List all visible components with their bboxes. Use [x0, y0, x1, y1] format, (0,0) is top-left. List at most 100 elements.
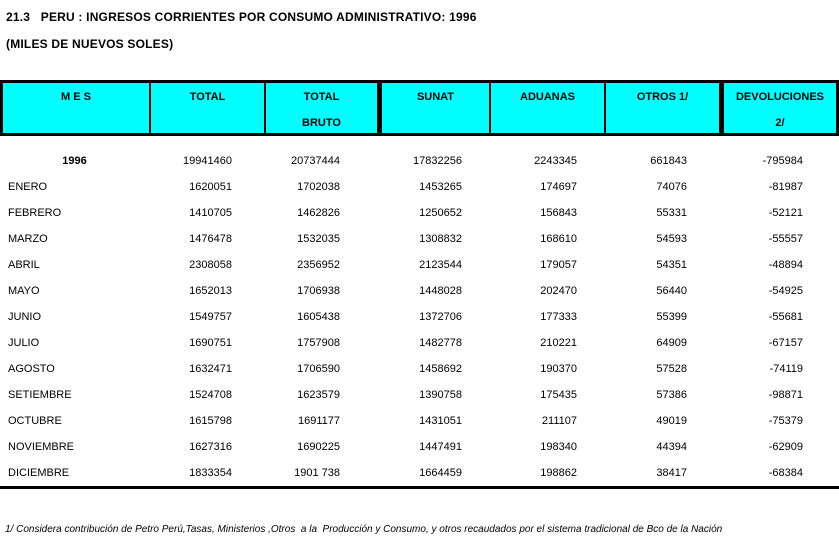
cell-devoluciones: -67157 — [768, 337, 803, 349]
cell-month: ABRIL — [8, 259, 40, 271]
cell-month: MARZO — [8, 233, 48, 245]
cell-total: 1524708 — [189, 389, 232, 401]
cell-sunat: 1664459 — [419, 467, 462, 479]
cell-aduanas: 190370 — [540, 363, 577, 375]
column-header-mes: M E S — [61, 91, 91, 103]
cell-aduanas: 211107 — [541, 415, 577, 427]
cell-otros: 49019 — [656, 415, 687, 427]
cell-aduanas: 156843 — [540, 207, 577, 219]
table-row: MAYO 1652013 1706938 1448028 202470 5644… — [0, 278, 839, 304]
cell-aduanas: 198340 — [540, 441, 577, 453]
cell-sunat: 1431051 — [419, 415, 462, 427]
cell-sunat: 1448028 — [419, 285, 462, 297]
table-row: JUNIO 1549757 1605438 1372706 177333 553… — [0, 304, 839, 330]
table-row: AGOSTO 1632471 1706590 1458692 190370 57… — [0, 356, 839, 382]
column-header-aduanas: ADUANAS — [489, 83, 604, 133]
cell-total-bruto: 20737444 — [291, 155, 340, 167]
cell-sunat: 1458692 — [419, 363, 462, 375]
cell-month: FEBRERO — [8, 207, 62, 219]
cell-total: 1620051 — [189, 181, 232, 193]
cell-aduanas: 198862 — [540, 467, 577, 479]
cell-total: 1627316 — [189, 441, 232, 453]
cell-month: AGOSTO — [8, 363, 55, 375]
cell-devoluciones: -48894 — [768, 259, 803, 271]
cell-month: JUNIO — [8, 311, 41, 323]
cell-total-bruto: 1706938 — [297, 285, 340, 297]
cell-month: ENERO — [8, 181, 48, 193]
cell-total: 19941460 — [183, 155, 232, 167]
cell-otros: 64909 — [656, 337, 687, 349]
table-row: OCTUBRE 1615798 1691177 1431051 211107 4… — [0, 408, 839, 434]
cell-devoluciones: -795984 — [762, 155, 803, 167]
cell-total: 2308058 — [189, 259, 232, 271]
cell-otros: 54593 — [656, 233, 687, 245]
cell-total-bruto: 1623579 — [297, 389, 340, 401]
cell-sunat: 1447491 — [419, 441, 462, 453]
cell-devoluciones: -75379 — [768, 415, 803, 427]
cell-month: OCTUBRE — [8, 415, 62, 427]
cell-aduanas: 175435 — [540, 389, 577, 401]
cell-month: NOVIEMBRE — [8, 441, 75, 453]
cell-total: 1833354 — [189, 467, 232, 479]
cell-otros: 56440 — [656, 285, 687, 297]
cell-total: 1476478 — [189, 233, 232, 245]
cell-devoluciones: -98871 — [768, 389, 803, 401]
table-row: SETIEMBRE 1524708 1623579 1390758 175435… — [0, 382, 839, 408]
table-row: FEBRERO 1410705 1462826 1250652 156843 5… — [0, 200, 839, 226]
cell-total-bruto: 1702038 — [297, 181, 340, 193]
cell-devoluciones: -52121 — [768, 207, 803, 219]
cell-aduanas: 174697 — [540, 181, 577, 193]
cell-otros: 55331 — [656, 207, 687, 219]
column-header-otros: OTROS 1/ — [604, 83, 719, 133]
column-header-total: TOTAL — [149, 83, 264, 133]
table-row: NOVIEMBRE 1627316 1690225 1447491 198340… — [0, 434, 839, 460]
cell-sunat: 1250652 — [419, 207, 462, 219]
summary-row: 1996 19941460 20737444 17832256 2243345 … — [0, 148, 839, 174]
cell-devoluciones: -68384 — [768, 467, 803, 479]
table-row: ABRIL 2308058 2356952 2123544 179057 543… — [0, 252, 839, 278]
cell-devoluciones: -74119 — [769, 363, 803, 375]
cell-total-bruto: 1901 738 — [294, 467, 340, 479]
column-header-total-bruto: TOTAL BRUTO — [264, 83, 377, 133]
cell-total-bruto: 1532035 — [297, 233, 340, 245]
table-row: JULIO 1690751 1757908 1482778 210221 649… — [0, 330, 839, 356]
cell-total: 1652013 — [189, 285, 232, 297]
cell-otros: 54351 — [656, 259, 687, 271]
page-title: 21.3 PERU : INGRESOS CORRIENTES POR CONS… — [6, 10, 477, 24]
cell-devoluciones: -55681 — [768, 311, 803, 323]
cell-total-bruto: 1690225 — [297, 441, 340, 453]
cell-year: 1996 — [62, 155, 87, 167]
cell-sunat: 2123544 — [419, 259, 462, 271]
cell-total: 1690751 — [189, 337, 232, 349]
cell-sunat: 1308832 — [419, 233, 462, 245]
cell-total: 1410705 — [189, 207, 232, 219]
footnote-1: 1/ Considera contribución de Petro Perú,… — [5, 524, 723, 535]
cell-devoluciones: -55557 — [768, 233, 803, 245]
table-header: M E S TOTAL TOTAL BRUTO SUNAT ADUANAS OT… — [0, 80, 839, 136]
cell-total: 1549757 — [189, 311, 232, 323]
cell-sunat: 1390758 — [419, 389, 462, 401]
footnotes: 1/ Considera contribución de Petro Perú,… — [5, 490, 835, 541]
cell-devoluciones: -54925 — [768, 285, 803, 297]
cell-devoluciones: -81987 — [768, 181, 803, 193]
cell-month: SETIEMBRE — [8, 389, 72, 401]
cell-devoluciones: -62909 — [768, 441, 803, 453]
cell-aduanas: 202470 — [540, 285, 577, 297]
cell-aduanas: 179057 — [540, 259, 577, 271]
cell-total: 1632471 — [189, 363, 232, 375]
cell-otros: 57528 — [656, 363, 687, 375]
cell-total-bruto: 1691177 — [297, 415, 340, 427]
cell-month: DICIEMBRE — [8, 467, 70, 479]
column-header-devoluciones: DEVOLUCIONES 2/ — [719, 83, 836, 133]
cell-total: 1615798 — [189, 415, 232, 427]
cell-otros: 38417 — [656, 467, 687, 479]
cell-sunat: 1372706 — [419, 311, 462, 323]
cell-aduanas: 2243345 — [534, 155, 577, 167]
table-row: MARZO 1476478 1532035 1308832 168610 545… — [0, 226, 839, 252]
cell-total-bruto: 2356952 — [297, 259, 340, 271]
column-header-sunat: SUNAT — [377, 83, 489, 133]
cell-sunat: 1453265 — [419, 181, 462, 193]
cell-sunat: 1482778 — [419, 337, 462, 349]
cell-aduanas: 177333 — [540, 311, 577, 323]
